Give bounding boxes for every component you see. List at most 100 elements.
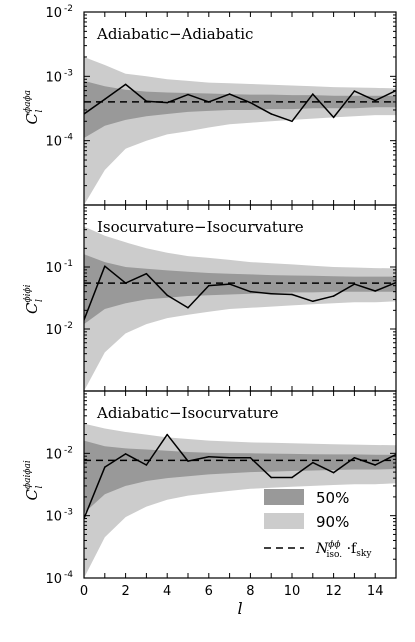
x-tick-label: 6: [205, 584, 213, 599]
measured-segment: [312, 93, 335, 119]
measured-segment: [353, 283, 376, 292]
y-tick-exponent: -3: [64, 68, 73, 78]
legend-noise-label: Nϕϕ iso. ·fsky: [315, 540, 372, 560]
measured-segment: [270, 293, 293, 296]
band-50: [84, 254, 396, 325]
panel-title: Adiabatic−Adiabatic: [96, 25, 253, 43]
panel-title: Isocurvature−Isocurvature: [97, 218, 304, 236]
y-tick-label: 10: [45, 70, 62, 85]
y-tick-label: 10: [45, 261, 62, 276]
measured-segment: [145, 433, 168, 466]
y-tick-exponent: -4: [64, 133, 73, 143]
measured-segment: [374, 281, 396, 292]
measured-segment: [208, 456, 231, 459]
measured-segment: [124, 453, 148, 466]
measured-segment: [312, 461, 335, 474]
y-axis-label-symbol: C: [23, 113, 41, 125]
y-axis-label-superscript: ϕaϕa: [23, 90, 33, 113]
y-axis-label-superscript: ϕiϕi: [23, 284, 33, 302]
y-axis-label-superscript: ϕaiϕai: [23, 460, 33, 489]
measured-segment: [332, 456, 356, 474]
x-tick-label: 12: [325, 584, 342, 599]
legend-label-50: 50%: [316, 489, 349, 507]
panel-title: Adiabatic−Isocurvature: [96, 404, 279, 422]
measured-segment: [312, 295, 335, 303]
x-tick-label: 8: [246, 584, 254, 599]
measured-segment: [249, 101, 272, 115]
y-tick-label: 10: [45, 323, 62, 338]
legend-noise-rest-sub: sky: [356, 549, 372, 559]
measured-segment: [124, 83, 148, 102]
y-axis-label: Cϕaiϕai l: [23, 460, 45, 500]
measured-segment: [104, 453, 127, 468]
y-tick-exponent: -2: [64, 4, 73, 14]
y-tick-exponent: -4: [64, 570, 73, 580]
y-axis-label-subscript: l: [35, 486, 45, 489]
y-axis-label-symbol: C: [23, 489, 41, 501]
measured-segment: [187, 284, 210, 309]
measured-segment: [84, 466, 106, 520]
x-tick-label: 0: [80, 584, 88, 599]
measured-segment: [145, 272, 168, 297]
panel-frame: [83, 390, 397, 579]
measured-segment: [166, 433, 189, 462]
plot-area: [84, 57, 396, 205]
y-tick-label: 10: [45, 447, 62, 462]
y-tick-label: 10: [45, 135, 62, 150]
y-tick-exponent: -2: [64, 321, 73, 331]
measured-segment: [84, 265, 106, 321]
x-tick-label: 2: [121, 584, 129, 599]
y-tick-label: 10: [45, 6, 62, 21]
y-tick-label: 10: [45, 572, 62, 587]
y-axis-label: Cϕaϕa l: [23, 90, 45, 125]
band-90: [84, 226, 396, 391]
measured-segment: [332, 90, 356, 119]
x-tick-label: 4: [163, 584, 171, 599]
measured-segment: [228, 283, 252, 293]
measured-segment: [291, 461, 314, 479]
measured-segment: [291, 93, 314, 123]
measured-segment: [353, 90, 376, 102]
y-tick-exponent: -1: [64, 259, 73, 269]
measured-segment: [166, 93, 189, 104]
legend-swatch-50: [264, 489, 304, 505]
measured-segment: [332, 283, 356, 297]
band-90: [84, 57, 396, 205]
measured-segment: [353, 456, 376, 466]
measured-segment: [228, 93, 252, 104]
legend-noise-rest: ·f: [342, 541, 358, 557]
measured-segment: [291, 293, 314, 303]
panel-3: 10 -410 -310 -20 2 4 6 8 10 12 14lAdiabatic−Isocur…: [23, 390, 397, 618]
measured-segment: [124, 272, 148, 284]
legend-noise-symbol: N: [315, 541, 329, 557]
legend-label-90: 90%: [316, 513, 349, 531]
x-tick-label: 10: [284, 584, 301, 599]
y-tick-exponent: -2: [64, 445, 73, 455]
y-tick-exponent: -3: [64, 508, 73, 518]
legend-noise-sup: ϕϕ: [328, 540, 340, 550]
legend-noise-sub: iso.: [327, 550, 343, 560]
y-axis-label: Cϕiϕi l: [23, 284, 45, 314]
measured-segment: [187, 456, 210, 462]
plot-area: [84, 226, 396, 391]
measured-segment: [104, 83, 127, 101]
y-axis-label-symbol: C: [23, 302, 41, 314]
measured-segment: [84, 98, 106, 115]
legend: 50% 90% Nϕϕ iso. ·fsky: [264, 489, 372, 560]
plot-area: [84, 423, 396, 578]
y-axis-label-subscript: l: [35, 299, 45, 302]
measured-segment: [166, 294, 189, 309]
measured-segment: [145, 100, 168, 104]
measured-segment: [249, 290, 272, 295]
measured-segment: [104, 265, 127, 284]
legend-swatch-90: [264, 513, 304, 529]
band-50: [84, 80, 396, 138]
measured-segment: [270, 113, 293, 123]
measured-segment: [208, 283, 231, 287]
y-tick-label: 10: [45, 510, 62, 525]
measured-segment: [208, 93, 231, 103]
